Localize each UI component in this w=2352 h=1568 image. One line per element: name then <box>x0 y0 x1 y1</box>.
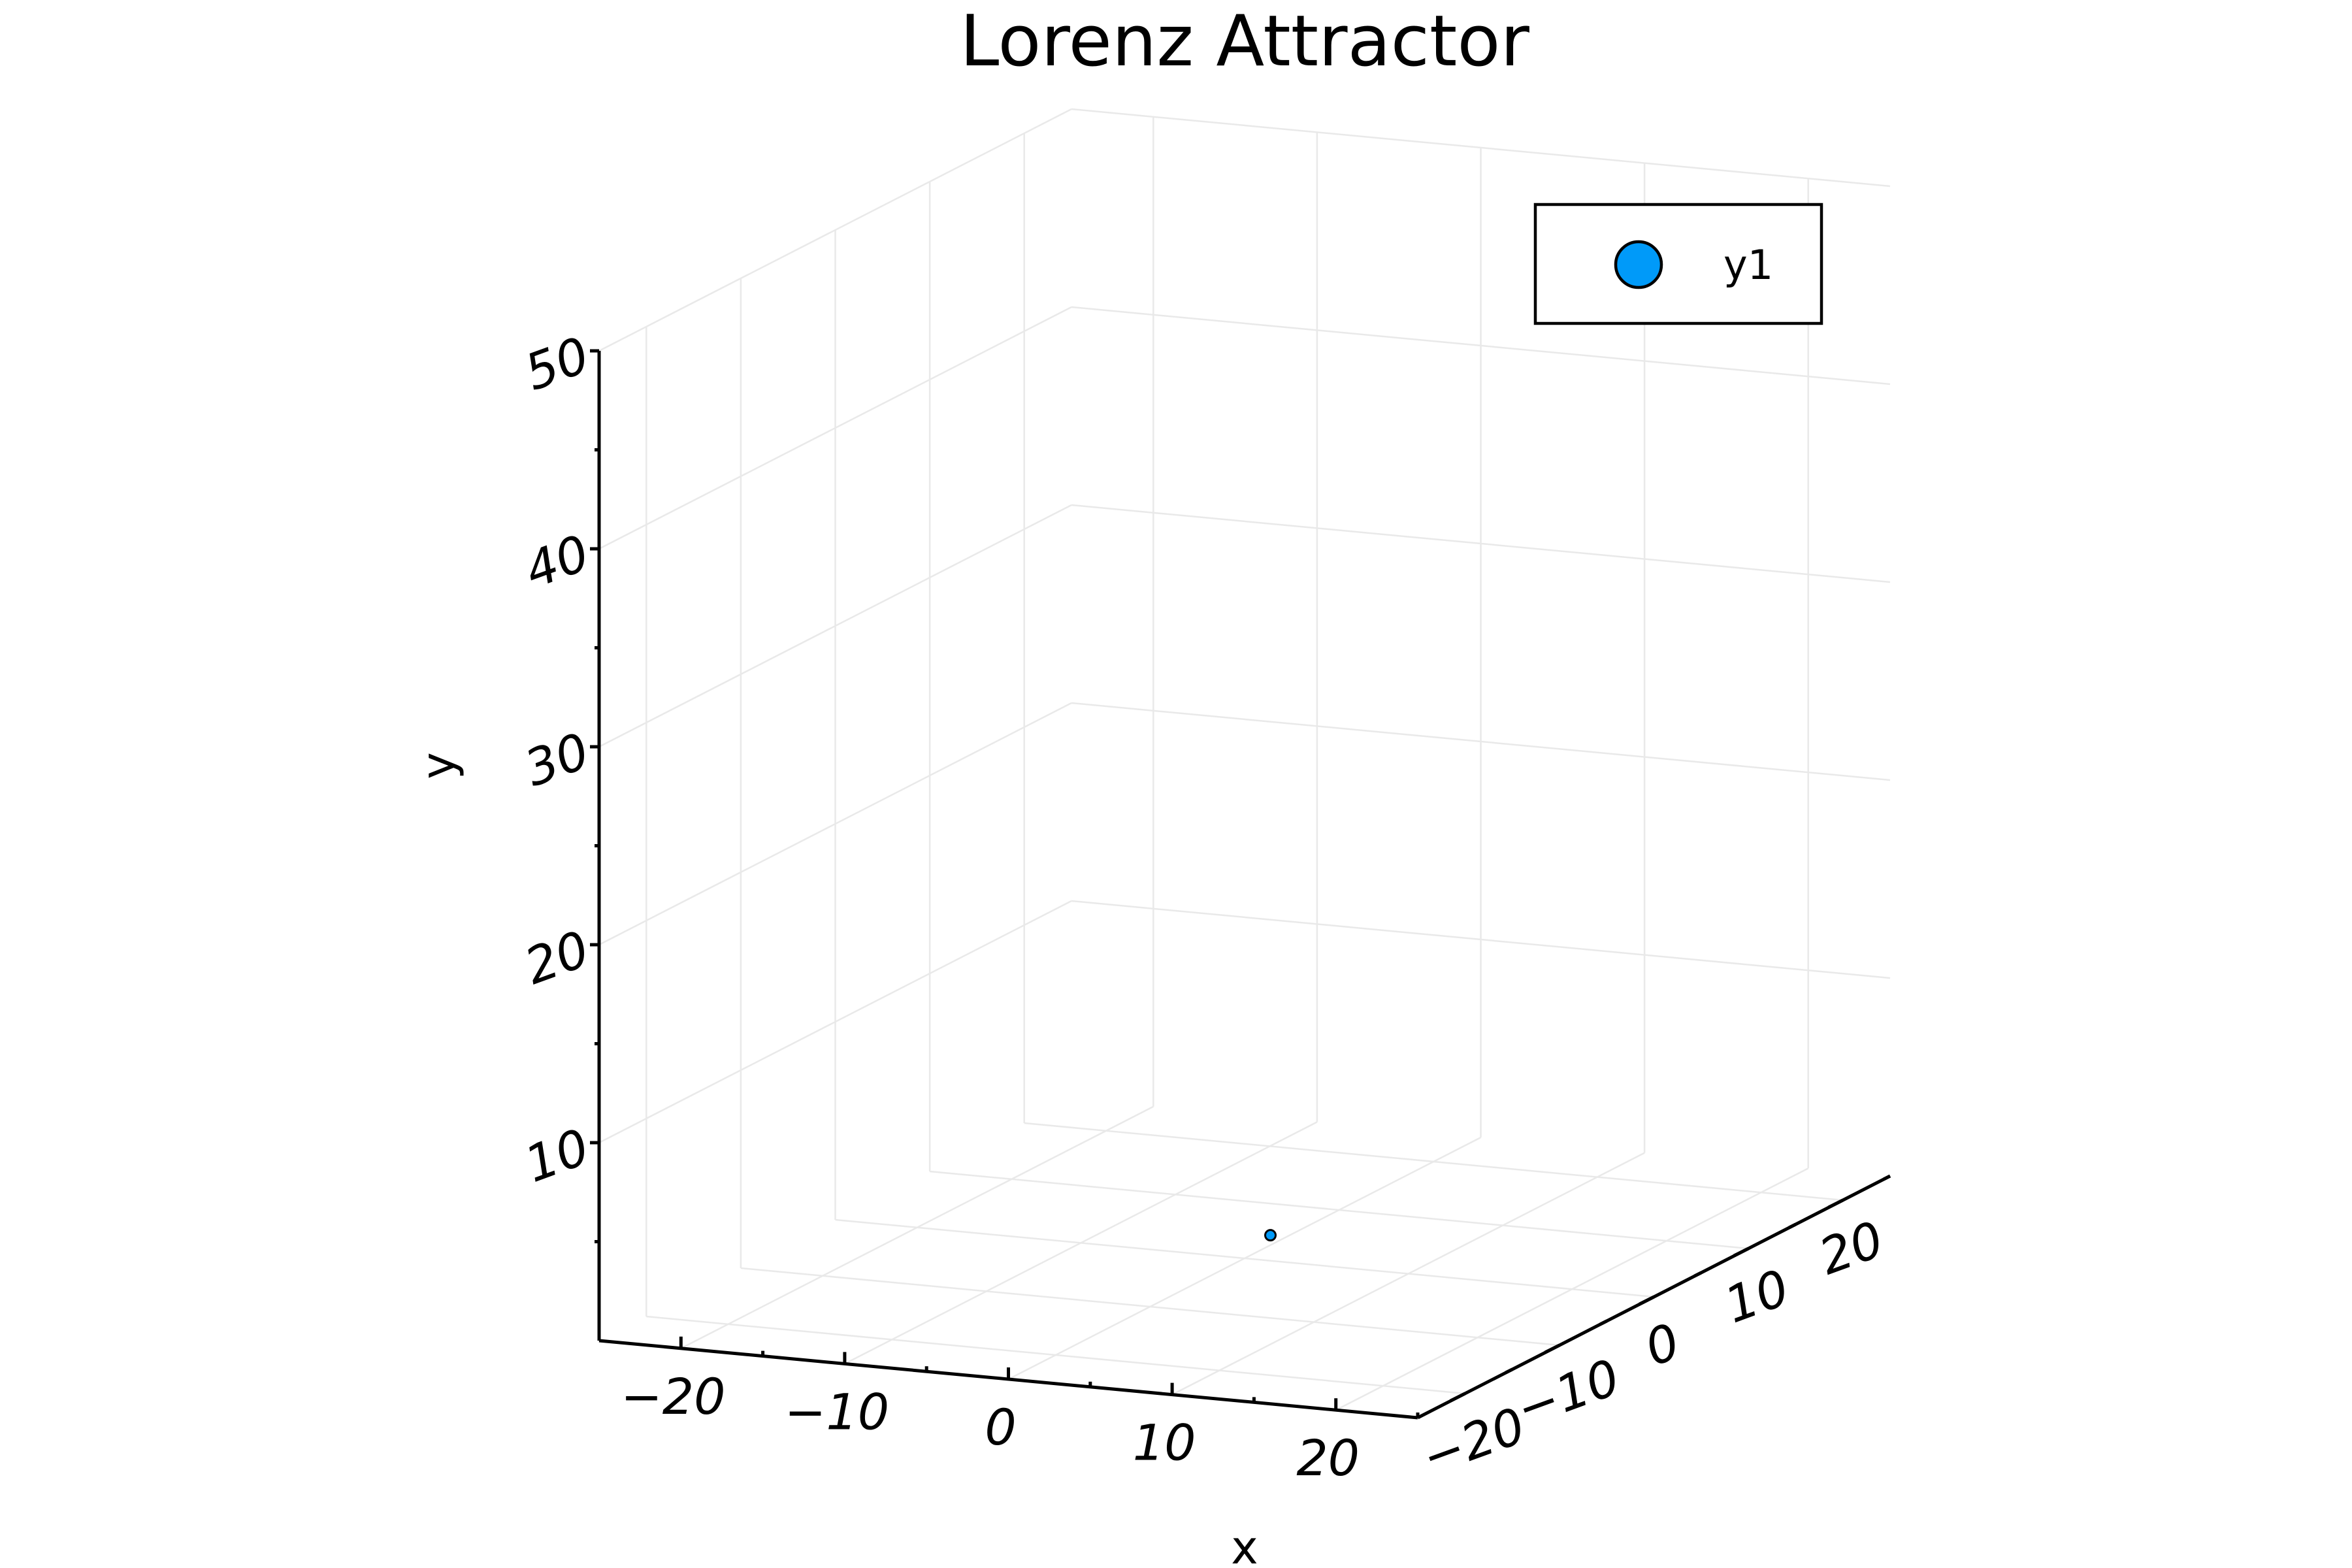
grid-sidewall-z-0 <box>598 900 1072 1144</box>
data-point-0-0 <box>1264 1229 1277 1242</box>
legend-label-y1: y1 <box>1723 241 1773 289</box>
grid-sidewall-z-4 <box>598 108 1072 352</box>
chart-title: Lorenz Attractor <box>960 1 1529 82</box>
y-tick-1 <box>1544 1343 1561 1354</box>
y-minor-tick-1 <box>1599 1319 1608 1326</box>
grid-floor-y-2 <box>835 1218 1654 1298</box>
y-tick-4 <box>1827 1198 1844 1209</box>
x-tick-label-0: −20 <box>621 1367 725 1426</box>
grid-backwall-z-2 <box>1071 504 1891 583</box>
grid-floor-y-3 <box>929 1170 1749 1250</box>
x-tick-label-1: −10 <box>785 1382 889 1441</box>
y-minor-tick-3 <box>1788 1222 1797 1230</box>
x-tick-label-2: 0 <box>985 1398 1016 1456</box>
grid-sidewall-z-3 <box>598 306 1072 550</box>
y-minor-tick-2 <box>1693 1271 1702 1278</box>
grid-sidewall-z-2 <box>598 504 1072 748</box>
y-minor-tick-4 <box>1882 1174 1891 1181</box>
y-tick-0 <box>1450 1392 1466 1403</box>
legend-marker-y1 <box>1614 240 1663 289</box>
y-tick-2 <box>1639 1295 1655 1306</box>
grid-backwall-z-4 <box>1071 108 1891 188</box>
grid-backwall-z-0 <box>1071 900 1891 979</box>
grid-backwall-z-3 <box>1071 306 1891 385</box>
grid-floor-y-0 <box>646 1315 1465 1395</box>
x-tick-label-4: 20 <box>1296 1429 1360 1487</box>
x-axis-label: x <box>1231 1521 1258 1568</box>
grid-floor-y-4 <box>1024 1122 1843 1201</box>
points-layer <box>1264 1229 1277 1242</box>
grid-layer <box>598 108 1891 1411</box>
grid-floor-y-1 <box>740 1267 1560 1347</box>
x-tick-label-3: 10 <box>1133 1414 1196 1472</box>
y-minor-tick-0 <box>1505 1367 1513 1375</box>
grid-sidewall-z-1 <box>598 702 1072 946</box>
legend-box <box>1533 203 1823 325</box>
y-tick-3 <box>1733 1247 1750 1258</box>
grid-backwall-z-1 <box>1071 702 1891 781</box>
y-axis-label: y <box>412 752 465 779</box>
legend: y1 <box>1533 203 1823 325</box>
